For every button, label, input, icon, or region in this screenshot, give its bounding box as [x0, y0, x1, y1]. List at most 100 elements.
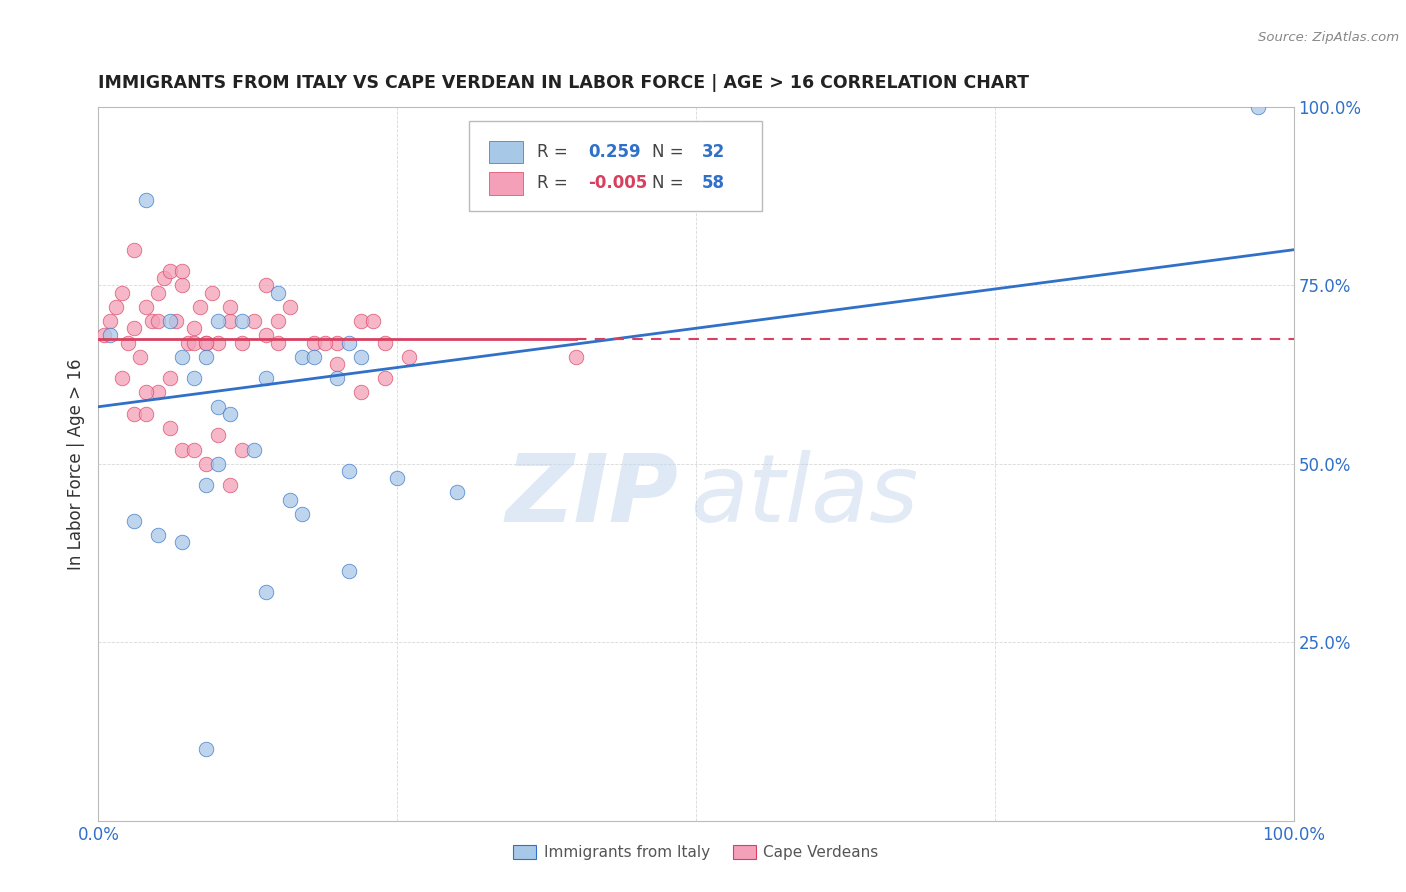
Text: N =: N = [652, 143, 689, 161]
Point [172, 264, 194, 278]
Text: atlas: atlas [690, 450, 918, 541]
Text: Source: ZipAtlas.com: Source: ZipAtlas.com [1258, 31, 1399, 45]
Point [141, 314, 163, 328]
Point [183, 442, 205, 457]
Point [98, 328, 122, 343]
Point [254, 371, 277, 385]
Point [231, 335, 253, 350]
Point [350, 350, 373, 364]
Point [243, 442, 266, 457]
Bar [489, 172, 523, 194]
Point [135, 300, 157, 314]
Point [267, 285, 290, 300]
Point [219, 407, 242, 421]
Point [195, 742, 218, 756]
Point [195, 350, 218, 364]
Point [326, 357, 349, 371]
Point [446, 485, 468, 500]
Point [207, 457, 229, 471]
Point [135, 385, 157, 400]
Point [350, 314, 373, 328]
Text: R =: R = [537, 143, 574, 161]
Point [148, 314, 170, 328]
Point [326, 335, 349, 350]
Point [374, 371, 396, 385]
Point [135, 407, 157, 421]
Point [111, 285, 134, 300]
Point [129, 350, 152, 364]
Point [254, 585, 277, 599]
Point [291, 507, 314, 521]
Text: ZIP: ZIP [505, 450, 678, 542]
Point [219, 314, 242, 328]
Point [398, 350, 420, 364]
Point [195, 335, 218, 350]
Point [231, 314, 253, 328]
Text: 32: 32 [702, 143, 725, 161]
Point [339, 464, 361, 478]
Point [243, 314, 266, 328]
Point [195, 335, 218, 350]
Point [207, 428, 229, 442]
Text: 58: 58 [702, 175, 725, 193]
Point [267, 335, 290, 350]
Point [98, 314, 122, 328]
Text: IMMIGRANTS FROM ITALY VS CAPE VERDEAN IN LABOR FORCE | AGE > 16 CORRELATION CHAR: IMMIGRANTS FROM ITALY VS CAPE VERDEAN IN… [98, 74, 1029, 92]
Point [148, 385, 170, 400]
Point [278, 492, 301, 507]
Point [201, 285, 224, 300]
Point [195, 478, 218, 492]
Point [183, 335, 205, 350]
Point [188, 300, 211, 314]
Text: R =: R = [537, 175, 574, 193]
Point [135, 193, 157, 207]
Point [159, 264, 181, 278]
Point [302, 350, 325, 364]
Point [326, 371, 349, 385]
Point [339, 335, 361, 350]
Point [302, 335, 325, 350]
Point [315, 335, 337, 350]
Point [350, 385, 373, 400]
Point [159, 314, 181, 328]
Point [385, 471, 409, 485]
Point [363, 314, 385, 328]
Point [254, 278, 277, 293]
Point [219, 300, 242, 314]
Point [177, 335, 200, 350]
Point [124, 321, 146, 335]
Point [278, 300, 301, 314]
Point [165, 314, 187, 328]
Point [172, 350, 194, 364]
Bar [489, 141, 523, 163]
Point [207, 314, 229, 328]
Point [117, 335, 139, 350]
Text: 0.259: 0.259 [589, 143, 641, 161]
Point [339, 564, 361, 578]
Point [267, 314, 290, 328]
Point [93, 328, 115, 343]
Point [172, 535, 194, 549]
Point [172, 278, 194, 293]
Point [111, 371, 134, 385]
FancyBboxPatch shape [470, 121, 762, 211]
Point [148, 528, 170, 542]
Point [291, 350, 314, 364]
Point [183, 371, 205, 385]
Point [254, 328, 277, 343]
Point [207, 400, 229, 414]
Point [374, 335, 396, 350]
Point [124, 407, 146, 421]
Point [231, 442, 253, 457]
Point [172, 442, 194, 457]
Point [565, 350, 588, 364]
Y-axis label: In Labor Force | Age > 16: In Labor Force | Age > 16 [67, 358, 86, 570]
Point [153, 271, 176, 285]
Point [183, 321, 205, 335]
Point [105, 300, 128, 314]
Legend: Immigrants from Italy, Cape Verdeans: Immigrants from Italy, Cape Verdeans [508, 839, 884, 866]
Point [195, 457, 218, 471]
Point [219, 478, 242, 492]
Point [159, 371, 181, 385]
Point [159, 421, 181, 435]
